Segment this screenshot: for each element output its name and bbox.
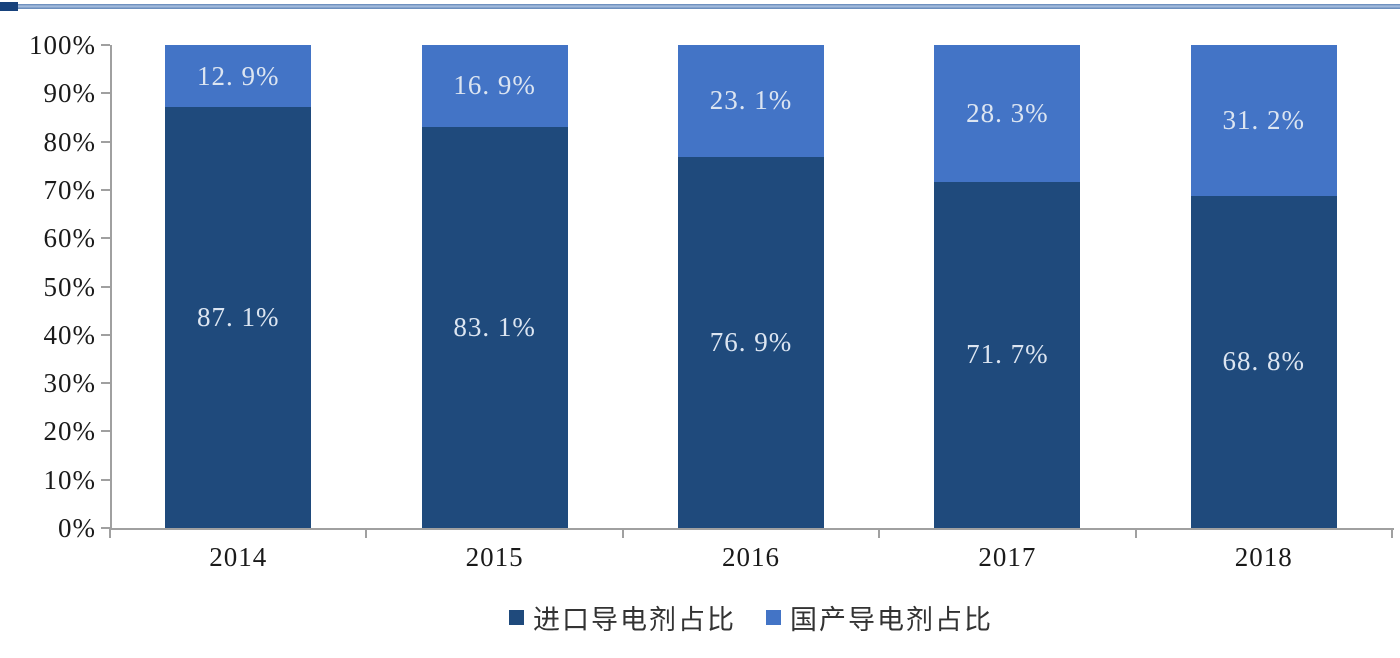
y-tick-label: 50% xyxy=(43,271,96,302)
x-axis-line xyxy=(110,528,1394,530)
x-tick-mark xyxy=(109,528,111,538)
y-tick-mark xyxy=(101,430,110,433)
x-tick-label: 2016 xyxy=(721,542,780,572)
x-tick-mark xyxy=(621,528,624,538)
y-tick-label: 30% xyxy=(43,368,96,399)
top-divider-line xyxy=(0,4,1400,9)
bar-segment-domestic: 16. 9% xyxy=(421,45,568,127)
top-divider-accent xyxy=(0,2,18,11)
y-tick-label: 20% xyxy=(43,416,96,447)
y-tick-label: 70% xyxy=(43,174,96,205)
x-tick-mark xyxy=(365,528,368,538)
bar-stack: 28. 3% 71. 7% xyxy=(934,45,1081,528)
y-tick-mark xyxy=(101,333,110,336)
bar-segment-domestic: 12. 9% xyxy=(165,45,312,108)
legend-label: 进口导电剂占比 xyxy=(533,605,736,635)
legend-swatch-domestic xyxy=(766,610,781,625)
y-tick-mark xyxy=(101,44,110,46)
x-tick-label: 2018 xyxy=(1234,542,1293,572)
bar-segment-domestic: 28. 3% xyxy=(934,45,1081,182)
x-tick-label: 2015 xyxy=(465,542,524,572)
bar-stack: 31. 2% 68. 8% xyxy=(1190,45,1337,528)
bar-stack: 12. 9% 87. 1% xyxy=(165,45,312,528)
bar-segment-domestic: 31. 2% xyxy=(1190,45,1337,196)
legend-label: 国产导电剂占比 xyxy=(790,605,993,635)
bar-value-label: 76. 9% xyxy=(709,326,793,357)
y-tick-mark xyxy=(101,188,110,191)
bar-value-label: 68. 8% xyxy=(1222,346,1306,377)
bar-value-label: 31. 2% xyxy=(1222,104,1306,135)
bar-value-label: 16. 9% xyxy=(453,70,536,101)
y-tick-mark xyxy=(101,237,110,240)
bar-stack: 16. 9% 83. 1% xyxy=(421,45,568,528)
legend: 进口导电剂占比 国产导电剂占比 xyxy=(110,598,1392,637)
y-tick-label: 90% xyxy=(43,78,96,109)
y-tick-label: 10% xyxy=(43,464,96,495)
x-tick-mark xyxy=(1391,528,1393,538)
bar-segment-domestic: 23. 1% xyxy=(678,45,824,157)
bar-segment-imported: 71. 7% xyxy=(934,181,1081,528)
y-tick-label: 40% xyxy=(43,319,96,350)
bar-value-label: 87. 1% xyxy=(196,302,280,333)
bar-value-label: 23. 1% xyxy=(709,85,793,116)
y-tick-mark xyxy=(101,285,110,288)
y-tick-label: 60% xyxy=(43,223,96,254)
bar-segment-imported: 68. 8% xyxy=(1190,195,1337,528)
y-tick-mark xyxy=(101,382,110,385)
bar-segment-imported: 87. 1% xyxy=(165,107,312,528)
x-tick-mark xyxy=(1134,528,1137,538)
y-tick-label: 80% xyxy=(43,126,96,157)
x-tick-label: 2017 xyxy=(978,542,1037,572)
bar-value-label: 71. 7% xyxy=(966,339,1049,370)
legend-swatch-imported xyxy=(509,610,524,625)
legend-item: 国产导电剂占比 xyxy=(766,598,993,637)
legend-item: 进口导电剂占比 xyxy=(509,598,736,637)
x-tick-label: 2014 xyxy=(209,542,268,572)
bar-value-label: 12. 9% xyxy=(196,60,280,91)
y-axis-line xyxy=(110,45,112,530)
x-tick-mark xyxy=(878,528,881,538)
bar-segment-imported: 76. 9% xyxy=(678,156,824,528)
bar-stack: 23. 1% 76. 9% xyxy=(678,45,824,528)
y-tick-mark xyxy=(101,92,110,95)
y-tick-mark xyxy=(101,527,110,529)
y-tick-mark xyxy=(101,140,110,143)
bar-segment-imported: 83. 1% xyxy=(421,126,568,528)
y-tick-label: 0% xyxy=(58,513,96,543)
bar-value-label: 83. 1% xyxy=(453,311,536,342)
y-tick-label: 100% xyxy=(29,30,96,60)
bar-value-label: 28. 3% xyxy=(966,97,1049,128)
y-tick-mark xyxy=(101,478,110,481)
